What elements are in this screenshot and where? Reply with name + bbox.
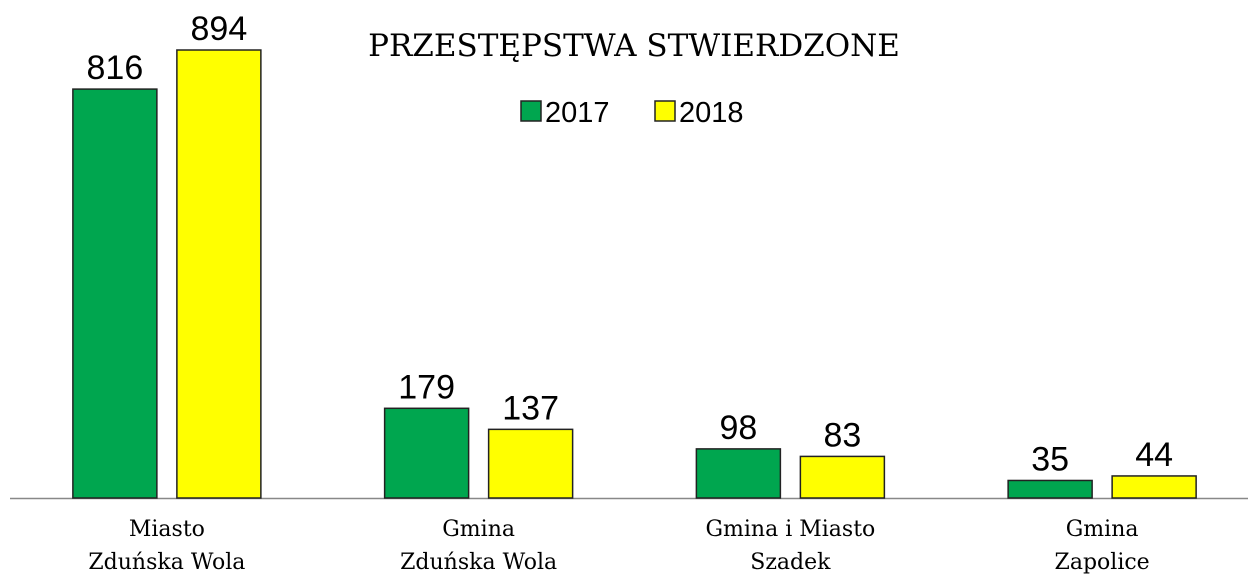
data-label: 35 xyxy=(1031,440,1069,478)
data-label: 83 xyxy=(823,416,861,454)
data-label: 894 xyxy=(191,10,248,48)
bar xyxy=(799,455,886,499)
x-tick-label: Gmina i Miasto xyxy=(705,517,875,542)
x-tick-label: Zapolice xyxy=(1055,550,1150,575)
bar xyxy=(1007,479,1093,499)
bar xyxy=(72,88,158,499)
data-label: 816 xyxy=(87,49,144,87)
x-tick-label: Zduńska Wola xyxy=(88,550,245,575)
chart-title: PRZESTĘPSTWA STWIERDZONE xyxy=(368,28,900,64)
bar xyxy=(176,49,262,499)
x-tick-label: Miasto xyxy=(129,517,205,542)
data-label: 98 xyxy=(719,409,757,447)
bar xyxy=(695,448,782,499)
data-label: 179 xyxy=(398,368,455,406)
bar xyxy=(383,407,470,499)
bar xyxy=(1111,475,1197,499)
x-tick-label: Zduńska Wola xyxy=(400,550,557,575)
legend-swatch xyxy=(520,100,542,122)
legend-label: 2017 xyxy=(545,97,610,129)
legend-swatch xyxy=(654,100,676,122)
data-label: 137 xyxy=(502,389,559,427)
x-tick-label: Gmina xyxy=(442,517,515,542)
data-label: 44 xyxy=(1135,436,1173,474)
bar xyxy=(487,428,574,499)
x-tick-label: Gmina xyxy=(1066,517,1139,542)
legend-label: 2018 xyxy=(679,97,744,129)
x-tick-label: Szadek xyxy=(750,550,831,575)
